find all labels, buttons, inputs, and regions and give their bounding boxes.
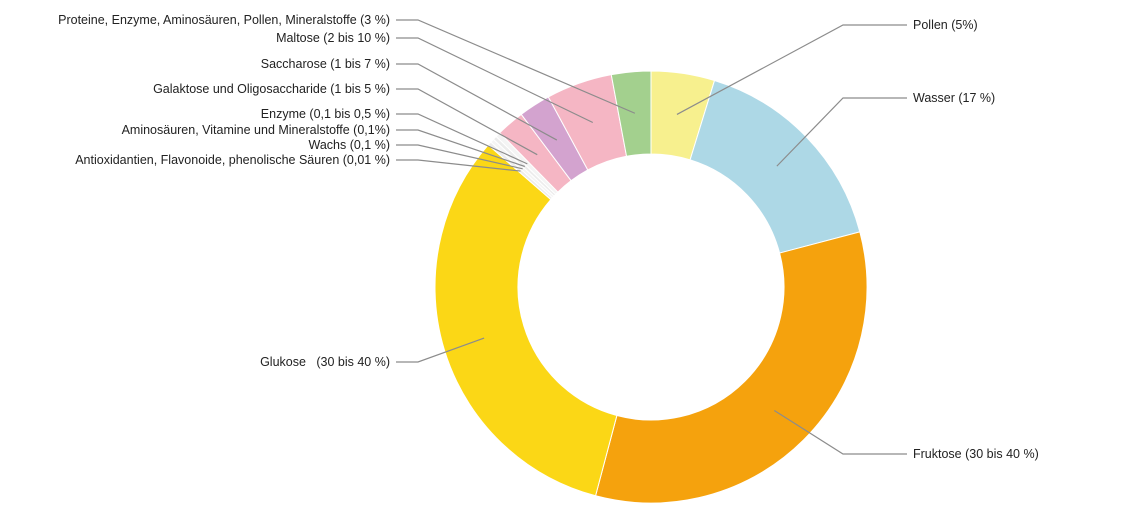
- chart-labels: Pollen (5%) Wasser (17 %) Fruktose (30 bis…: [58, 13, 1039, 461]
- leader-line-fruktose-30-bis-40: [773, 409, 907, 455]
- leader-line-pollen-5: [676, 24, 907, 115]
- slice-label-wasser-17: Wasser (17 %): [913, 91, 995, 105]
- slice-proteine-enzyme-aminos-uren-pollen-miner: [610, 70, 652, 157]
- leader-line-maltose-2-bis-10: [396, 37, 594, 124]
- slice-label-wachs-0-1: Wachs (0,1 %): [308, 138, 390, 152]
- slice-fruktose-30-bis-40: [594, 231, 868, 504]
- leader-line-enzyme-0-1-bis-0-5: [396, 113, 528, 165]
- leader-line-wachs-0-1: [396, 144, 523, 170]
- slice-label-maltose-2-bis-10: Maltose (2 bis 10 %): [276, 31, 390, 45]
- slice-label-saccharose-1-bis-7: Saccharose (1 bis 7 %): [261, 57, 390, 71]
- slice-label-galaktose-und-oligosaccharide-1-bis-5: Galaktose und Oligosaccharide (1 bis 5 %…: [153, 82, 390, 96]
- slice-label-fruktose-30-bis-40: Fruktose (30 bis 40 %): [913, 447, 1039, 461]
- leader-line-glukose-30-bis-40: [396, 337, 485, 363]
- leader-line-galaktose-und-oligosaccharide-1-bis-5: [396, 88, 538, 156]
- slice-label-pollen-5: Pollen (5%): [913, 18, 978, 32]
- slice-label-glukose-30-bis-40: Glukose (30 bis 40 %): [260, 355, 390, 369]
- chart-slices: [434, 70, 868, 504]
- leader-line-proteine-enzyme-aminos-uren-pollen-miner: [396, 19, 636, 114]
- leader-line-wasser-17: [776, 97, 907, 167]
- slice-label-proteine-enzyme-aminos-uren-pollen-miner: Proteine, Enzyme, Aminosäuren, Pollen, M…: [58, 13, 390, 27]
- slice-label-antioxidantien-flavonoide-phenolische-s-: Antioxidantien, Flavonoide, phenolische …: [75, 153, 390, 167]
- slice-glukose-30-bis-40: [434, 144, 618, 497]
- leader-line-saccharose-1-bis-7: [396, 63, 558, 141]
- slice-label-enzyme-0-1-bis-0-5: Enzyme (0,1 bis 0,5 %): [261, 107, 390, 121]
- slice-label-aminos-uren-vitamine-und-mineralstoffe-0: Aminosäuren, Vitamine und Mineralstoffe …: [122, 123, 390, 137]
- leader-line-aminos-uren-vitamine-und-mineralstoffe-0: [396, 129, 525, 168]
- leader-line-antioxidantien-flavonoide-phenolische-s-: [396, 159, 521, 172]
- chart-leader-lines: [396, 19, 907, 455]
